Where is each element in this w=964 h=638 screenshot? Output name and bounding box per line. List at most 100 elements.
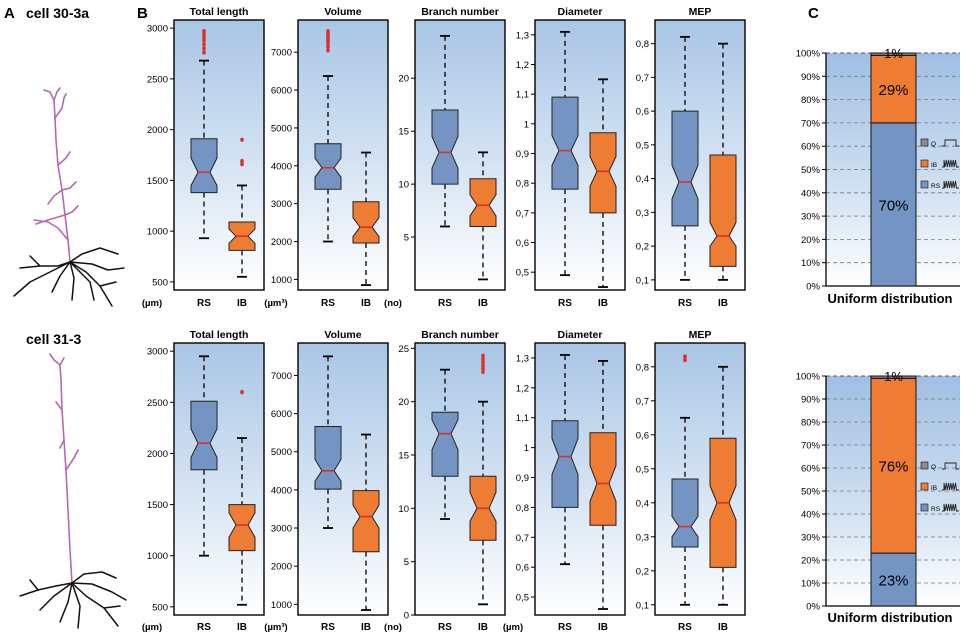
y-tick-label: 0,7 bbox=[636, 396, 649, 407]
y-tick-label: 0 bbox=[404, 611, 409, 622]
legend-swatch bbox=[920, 503, 929, 512]
rs-notched-box bbox=[314, 426, 342, 490]
firing-pattern-icon bbox=[942, 462, 959, 470]
ib-box-group bbox=[469, 353, 497, 606]
ib-box-group bbox=[228, 137, 256, 278]
group-label: IB bbox=[718, 622, 728, 633]
y-tick-label: 0,6 bbox=[516, 563, 529, 574]
y-tick-label: 2000 bbox=[147, 449, 168, 460]
y-tick-label: 5 bbox=[404, 557, 409, 568]
plot-title: Total length bbox=[190, 329, 249, 341]
y-tick-label: 0,8 bbox=[636, 362, 649, 373]
y-tick-label: 90% bbox=[801, 72, 821, 83]
group-label: IB bbox=[237, 622, 247, 633]
y-tick-label: 0,7 bbox=[516, 208, 529, 219]
ib-box-group bbox=[709, 42, 737, 281]
boxplot-panel-diameter-row1: Diameter 0,5 0,6 0,7 0,8 0,9 1 1,1 1,2 1,3 RS IB bbox=[516, 6, 626, 309]
y-tick-label: 1,2 bbox=[516, 383, 529, 394]
y-tick-label: 100% bbox=[796, 372, 821, 383]
y-tick-label: 7000 bbox=[271, 371, 292, 382]
y-tick-label: 5 bbox=[404, 233, 409, 244]
rs-box-group bbox=[671, 354, 699, 606]
y-tick-label: 1,2 bbox=[516, 60, 529, 71]
y-tick-label: 0% bbox=[806, 602, 820, 613]
y-tick-label: 70% bbox=[801, 441, 821, 452]
legend-swatch bbox=[920, 138, 929, 147]
y-tick-label: 3000 bbox=[147, 24, 168, 35]
legend-label: Q bbox=[931, 464, 936, 471]
boxplot-grid: Total length 500 1000 1500 2000 2500 3000 (µm) R… bbox=[142, 6, 746, 633]
outlier-point bbox=[683, 354, 687, 359]
group-label: IB bbox=[361, 298, 371, 309]
rs-box-group bbox=[314, 355, 342, 529]
ib-notched-box bbox=[469, 178, 497, 227]
y-tick-label: 1 bbox=[524, 119, 529, 130]
y-tick-label: 2500 bbox=[147, 74, 168, 85]
legend-label: RS bbox=[931, 183, 941, 190]
y-tick-label: 0,8 bbox=[516, 503, 529, 514]
ib-notched-box bbox=[228, 504, 256, 552]
axis-unit-label: (µm) bbox=[503, 622, 523, 633]
group-label: RS bbox=[197, 622, 211, 633]
group-label: RS bbox=[678, 298, 692, 309]
y-tick-label: 1 bbox=[524, 443, 529, 454]
rs-notched-box bbox=[671, 110, 699, 227]
y-tick-label: 500 bbox=[152, 602, 168, 613]
basal-dendrites bbox=[13, 247, 125, 307]
y-tick-label: 1000 bbox=[271, 600, 292, 611]
y-tick-label: 4000 bbox=[271, 161, 292, 172]
segment-label-q: 1% bbox=[884, 46, 903, 61]
y-tick-label: 60% bbox=[801, 142, 821, 153]
neuron-reconstruction-bottom bbox=[19, 353, 127, 629]
outlier-point bbox=[202, 35, 206, 40]
segment-label-rs: 70% bbox=[878, 197, 908, 214]
rs-box-group bbox=[671, 35, 699, 281]
boxplot-panel-diameter-row2: Diameter 0,5 0,6 0,7 0,8 0,9 1 1,1 1,2 1,3 (µm) RS I… bbox=[503, 329, 626, 633]
y-tick-label: 1,3 bbox=[516, 30, 529, 41]
outlier-point bbox=[481, 363, 485, 368]
y-tick-label: 2000 bbox=[271, 562, 292, 573]
legend-label: Q bbox=[931, 141, 936, 148]
segment-label-ib: 76% bbox=[878, 459, 908, 476]
outlier-point bbox=[240, 161, 244, 167]
bar-segment-rs bbox=[870, 122, 917, 287]
group-label: RS bbox=[558, 298, 572, 309]
group-label: RS bbox=[197, 298, 211, 309]
y-tick-label: 0,8 bbox=[636, 39, 649, 50]
y-tick-label: 0,6 bbox=[636, 107, 649, 118]
y-tick-label: 3000 bbox=[147, 347, 168, 358]
ib-notched-box bbox=[589, 132, 617, 214]
outlier-point bbox=[481, 360, 485, 365]
y-tick-label: 20 bbox=[398, 74, 409, 85]
group-label: RS bbox=[438, 298, 452, 309]
y-tick-label: 1500 bbox=[147, 176, 168, 187]
y-tick-label: 5000 bbox=[271, 123, 292, 134]
legend-item-q: Q bbox=[920, 461, 959, 471]
y-tick-label: 80% bbox=[801, 418, 821, 429]
legend-label: IB bbox=[931, 162, 937, 169]
rs-notched-box bbox=[190, 138, 218, 194]
rs-box-group bbox=[431, 34, 459, 228]
group-label: RS bbox=[678, 622, 692, 633]
outlier-point bbox=[202, 46, 206, 51]
plot-title: Volume bbox=[324, 6, 361, 18]
boxplot-panel-total-length-row2: Total length 500 1000 1500 2000 2500 3000 (µm) R… bbox=[142, 329, 265, 633]
y-tick-label: 7000 bbox=[271, 48, 292, 59]
rs-notched-box bbox=[671, 478, 699, 548]
plot-frame bbox=[297, 342, 389, 616]
y-tick-label: 0,6 bbox=[516, 238, 529, 249]
plot-title: Diameter bbox=[558, 329, 603, 341]
y-tick-label: 4000 bbox=[271, 485, 292, 496]
stacked-bar-group: 0% 10% 20% 30% 40% 50% 60% 70% 80% 90% 100% 70% 29% 1… bbox=[796, 46, 960, 625]
y-tick-label: 0,7 bbox=[516, 533, 529, 544]
y-tick-label: 0,5 bbox=[516, 268, 529, 279]
stacked-bar-chart-row1: 0% 10% 20% 30% 40% 50% 60% 70% 80% 90% 100% 70% 29% 1… bbox=[796, 46, 960, 306]
plot-title: MEP bbox=[689, 329, 712, 341]
rs-notched-box bbox=[551, 420, 579, 508]
y-tick-label: 10 bbox=[398, 504, 409, 515]
plot-title: Branch number bbox=[421, 329, 499, 341]
group-label: RS bbox=[321, 622, 335, 633]
panel-label-a: A bbox=[4, 5, 15, 22]
y-tick-label: 40% bbox=[801, 188, 821, 199]
